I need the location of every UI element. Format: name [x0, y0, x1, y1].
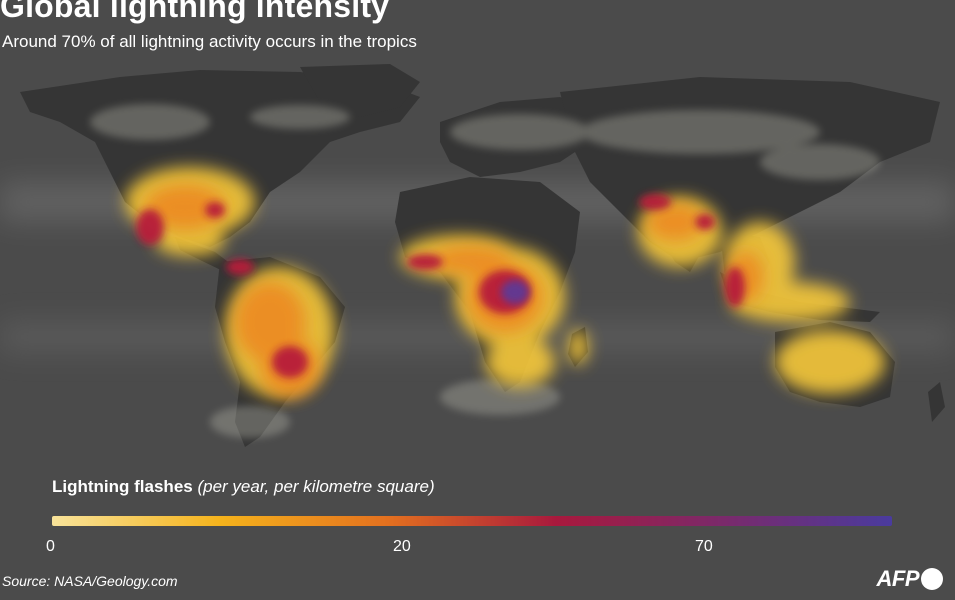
hotspot-indonesia: [730, 282, 850, 322]
land-new-zealand: [928, 382, 945, 422]
afp-logo: AFP: [876, 566, 943, 592]
source-note: Source: NASA/Geology.com: [2, 573, 178, 589]
hotspot-madagascar: [568, 329, 588, 365]
legend-tick-0: 0: [46, 538, 55, 555]
legend-title-main: Lightning flashes: [52, 477, 193, 496]
hotspot-congo-core: [501, 280, 529, 304]
page-title: Global lightning intensity: [0, 0, 390, 24]
intensity-very-high: [501, 280, 529, 304]
legend-tick-20: 20: [393, 538, 411, 555]
sparse-activity: [90, 104, 880, 438]
hotspot-central-america: [155, 228, 225, 256]
legend-title: Lightning flashes (per year, per kilomet…: [52, 477, 435, 497]
legend-title-detail: (per year, per kilometre square): [197, 477, 435, 496]
hotspot-southern-africa: [485, 337, 555, 387]
land-greenland: [300, 64, 420, 117]
page-subtitle: Around 70% of all lightning activity occ…: [2, 32, 417, 51]
logo-text: AFP: [876, 566, 920, 591]
logo-dot-icon: [921, 568, 943, 590]
hotspot-australia: [775, 330, 885, 394]
world-lightning-map: [0, 62, 955, 462]
legend-tick-70: 70: [695, 538, 713, 555]
legend-color-scale: [52, 516, 892, 526]
